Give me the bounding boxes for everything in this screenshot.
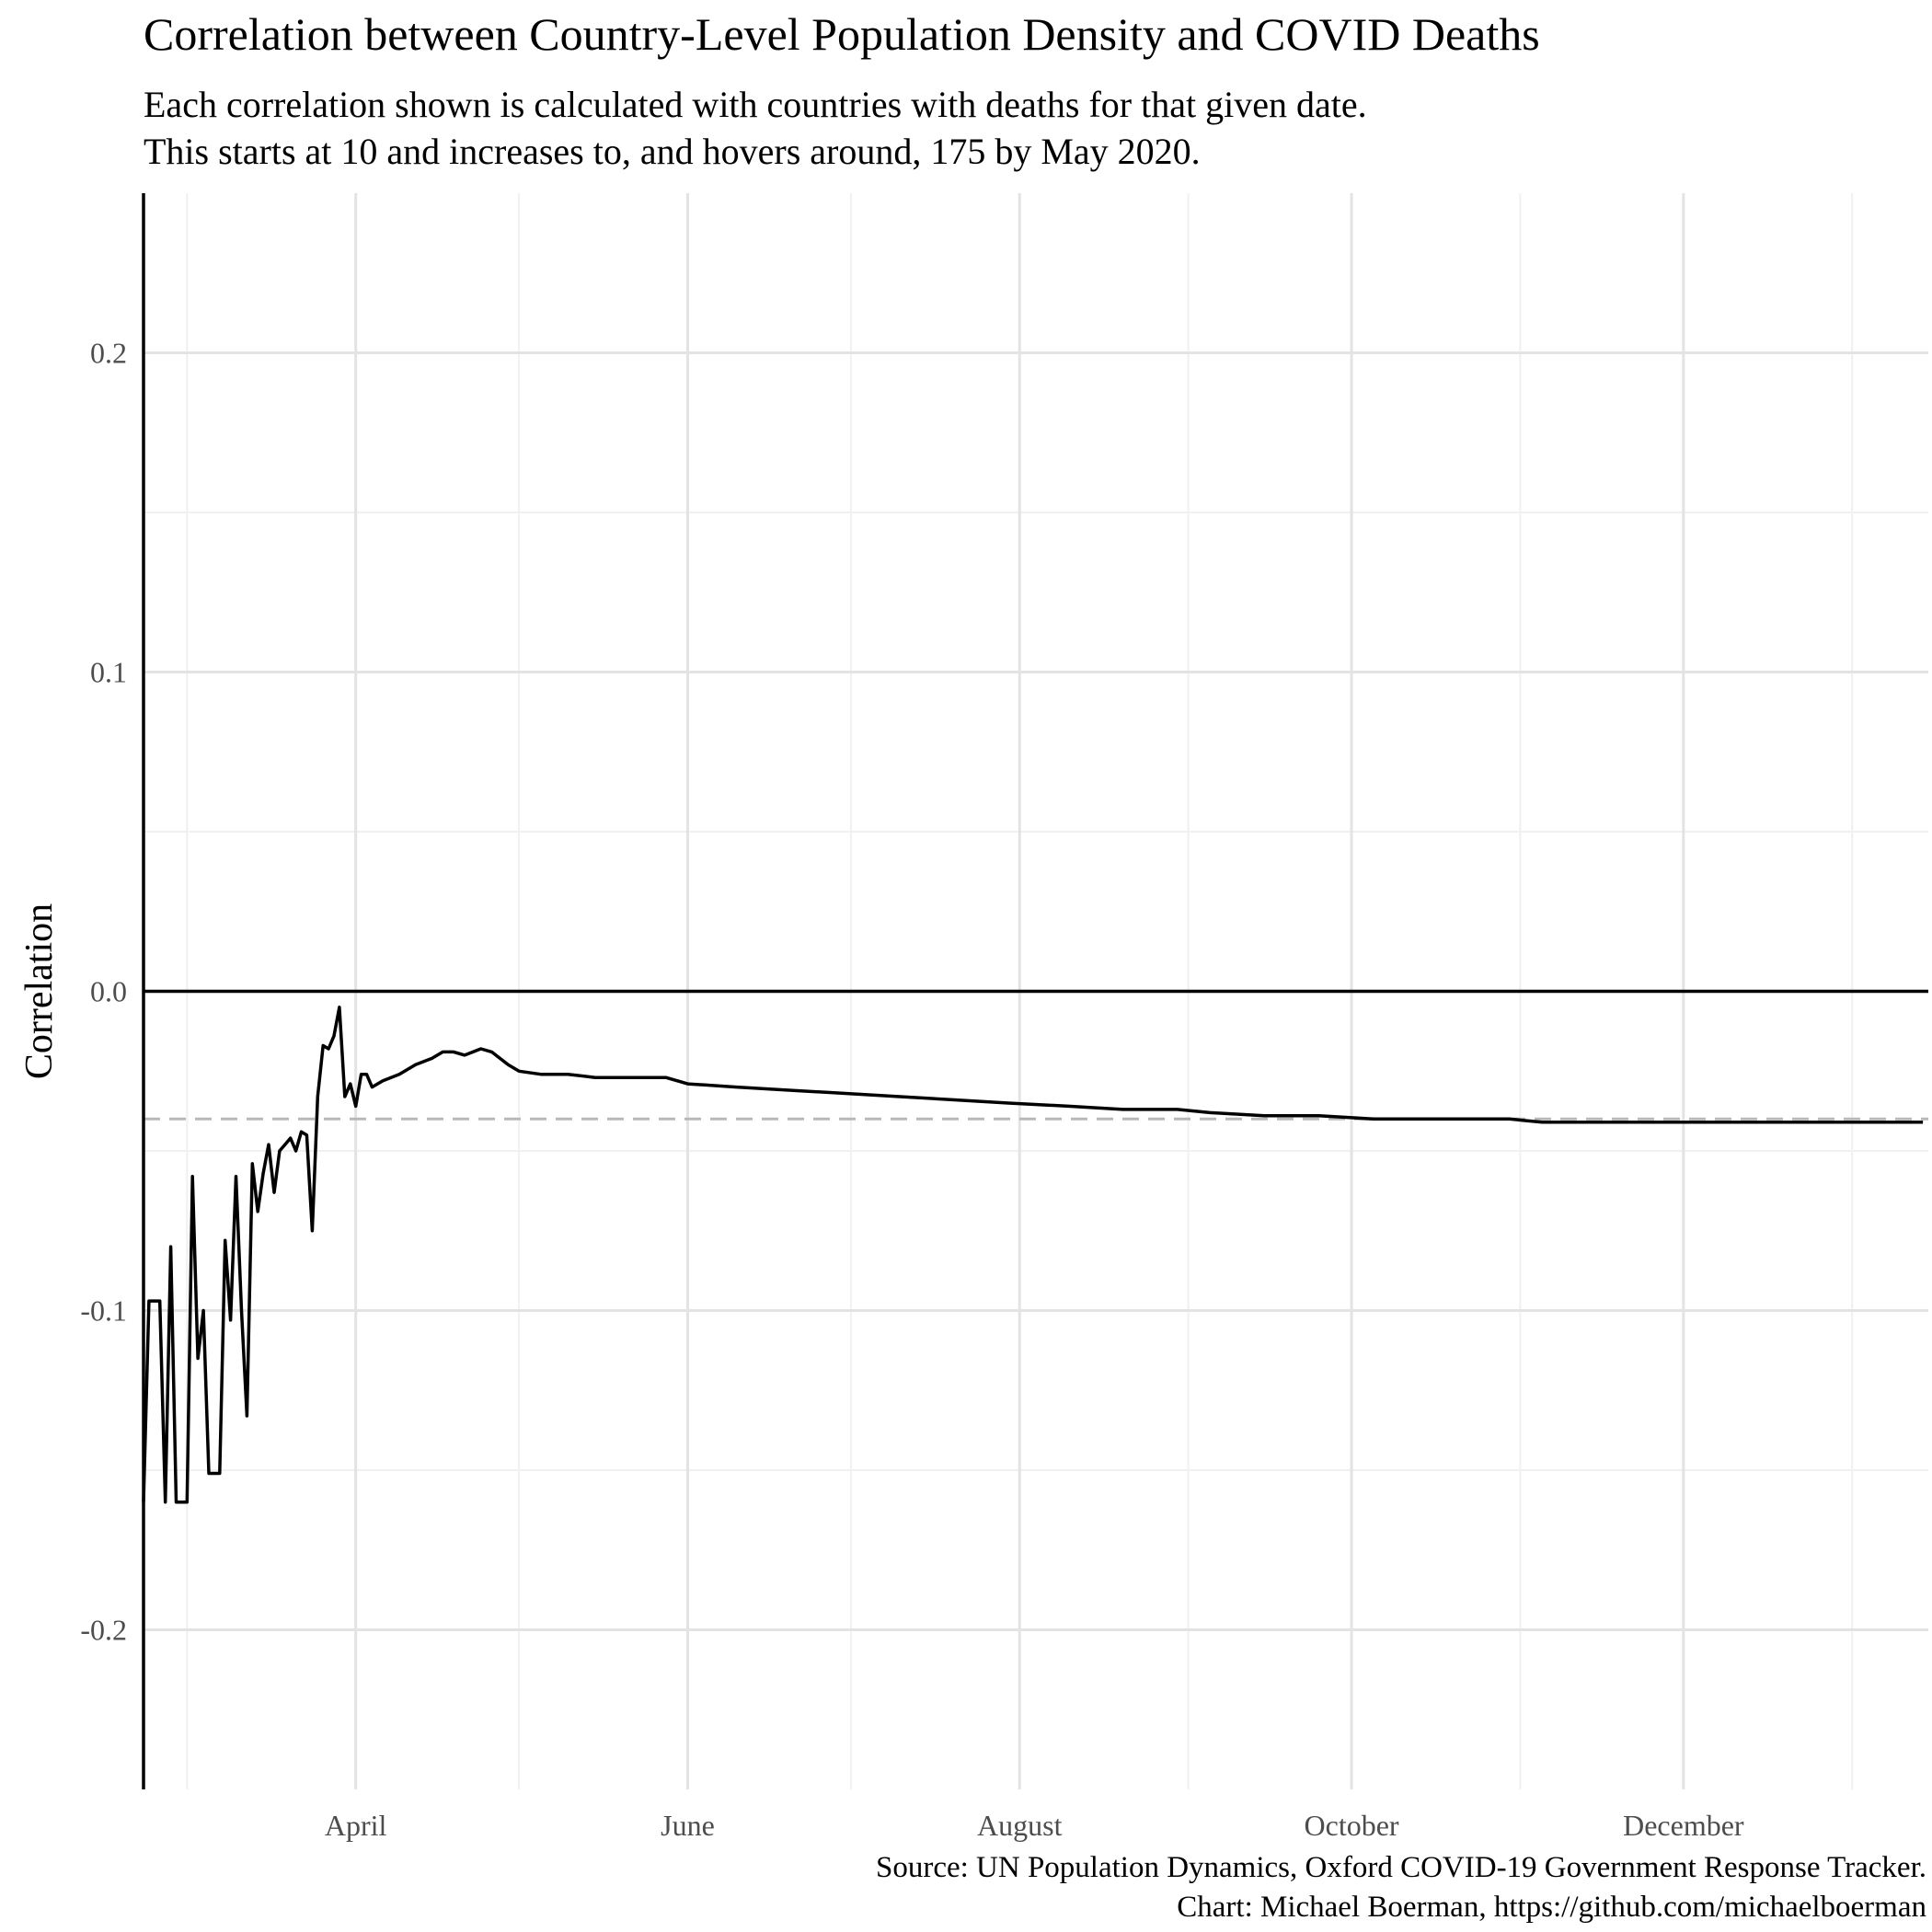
chart-caption-source: Source: UN Population Dynamics, Oxford C… xyxy=(875,1851,1926,1884)
chart-caption-author: Chart: Michael Boerman, https://github.c… xyxy=(1177,1891,1926,1924)
x-tick-label: October xyxy=(1305,1809,1399,1842)
tick-labels: 0.2 0.1 0.0 -0.1 -0.2 April June August October D… xyxy=(18,337,1744,1843)
y-tick-label: -0.2 xyxy=(80,1614,127,1647)
y-axis-title: Correlation xyxy=(18,903,61,1079)
y-tick-label: -0.1 xyxy=(80,1294,127,1328)
x-tick-label: August xyxy=(977,1809,1063,1842)
x-tick-label: December xyxy=(1623,1809,1744,1842)
chart-title: Correlation between Country-Level Popula… xyxy=(144,8,1540,60)
series-line-0 xyxy=(142,1006,1924,1504)
x-tick-label: June xyxy=(661,1809,715,1842)
x-tick-label: April xyxy=(325,1809,387,1842)
chart-subtitle-line-1: Each correlation shown is calculated wit… xyxy=(144,84,1367,125)
chart-subtitle-line-2: This starts at 10 and increases to, and … xyxy=(144,131,1201,172)
y-tick-label: 0.1 xyxy=(90,656,127,689)
y-tick-label: 0.0 xyxy=(90,975,127,1008)
series-layer xyxy=(142,1006,1924,1504)
y-tick-label: 0.2 xyxy=(90,337,127,370)
reference-lines xyxy=(144,989,1928,1121)
